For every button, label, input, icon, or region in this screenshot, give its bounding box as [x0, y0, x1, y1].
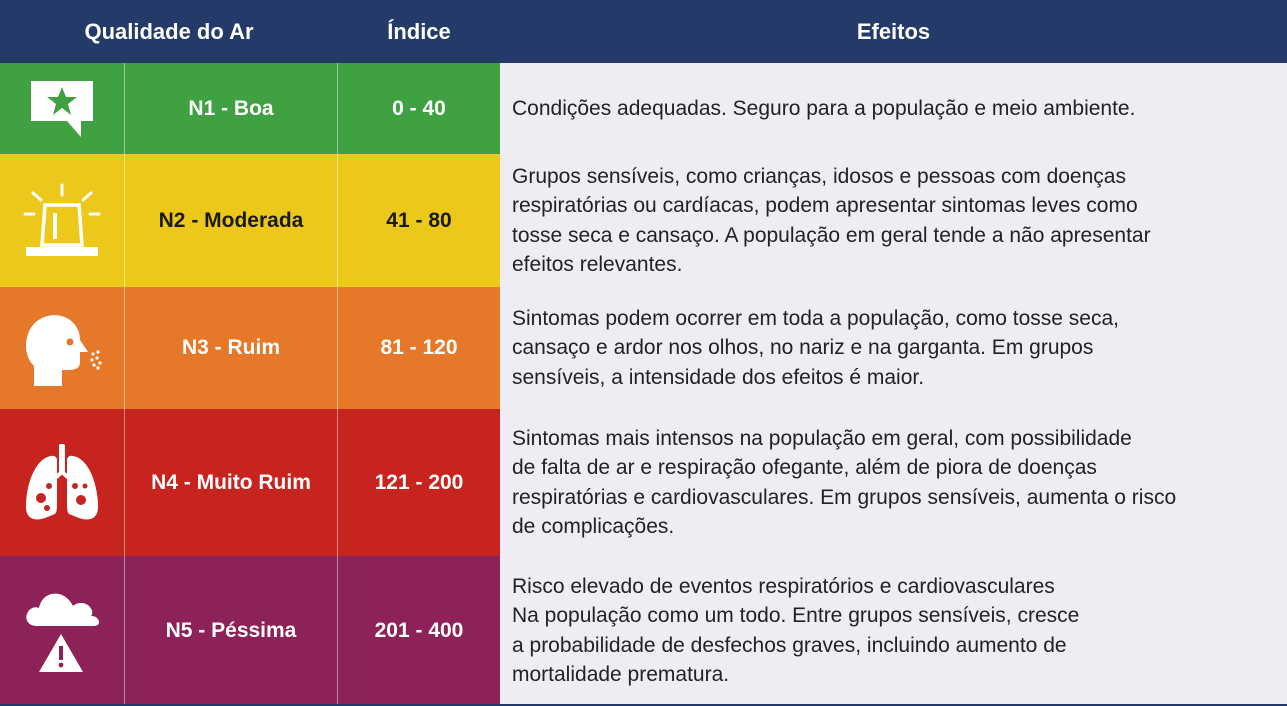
icon-cell	[0, 154, 125, 287]
icon-cell	[0, 63, 125, 154]
range-cell: 81 - 120	[338, 287, 500, 409]
table-row-n1: N1 - Boa 0 - 40 Condições adequadas. Seg…	[0, 63, 1287, 154]
table-row-n2: N2 - Moderada 41 - 80 Grupos sensíveis, …	[0, 154, 1287, 287]
header-index: Índice	[387, 18, 451, 44]
header-effects: Efeitos	[856, 18, 931, 44]
table-header: Qualidade do Ar Índice Efeitos	[0, 0, 1287, 63]
effects-cell: Sintomas podem ocorrer em toda a populaç…	[500, 287, 1287, 409]
effects-cell: Condições adequadas. Seguro para a popul…	[500, 63, 1287, 154]
effects-cell: Grupos sensíveis, como crianças, idosos …	[500, 154, 1287, 287]
level-cell: N2 - Moderada	[125, 154, 338, 287]
icon-cell	[0, 409, 125, 556]
effects-cell: Risco elevado de eventos respiratórios e…	[500, 556, 1287, 705]
star-speech-bubble-icon	[29, 79, 95, 139]
range-cell: 121 - 200	[338, 409, 500, 556]
infected-lungs-icon	[23, 442, 101, 524]
range-cell: 0 - 40	[338, 63, 500, 154]
table-row-n5: N5 - Péssima 201 - 400 Risco elevado de …	[0, 556, 1287, 705]
level-cell: N1 - Boa	[125, 63, 338, 154]
effects-cell: Sintomas mais intensos na população em g…	[500, 409, 1287, 556]
range-cell: 201 - 400	[338, 556, 500, 705]
range-cell: 41 - 80	[338, 154, 500, 287]
bottom-border	[0, 704, 1287, 706]
icon-cell	[0, 556, 125, 705]
level-cell: N3 - Ruim	[125, 287, 338, 409]
cloud-warning-icon	[23, 588, 101, 674]
icon-cell	[0, 287, 125, 409]
person-coughing-icon	[22, 308, 102, 388]
header-quality: Qualidade do Ar	[84, 18, 254, 44]
alert-siren-icon	[23, 183, 101, 259]
level-cell: N5 - Péssima	[125, 556, 338, 705]
table-row-n3: N3 - Ruim 81 - 120 Sintomas podem ocorre…	[0, 287, 1287, 409]
table-row-n4: N4 - Muito Ruim 121 - 200 Sintomas mais …	[0, 409, 1287, 556]
level-cell: N4 - Muito Ruim	[125, 409, 338, 556]
